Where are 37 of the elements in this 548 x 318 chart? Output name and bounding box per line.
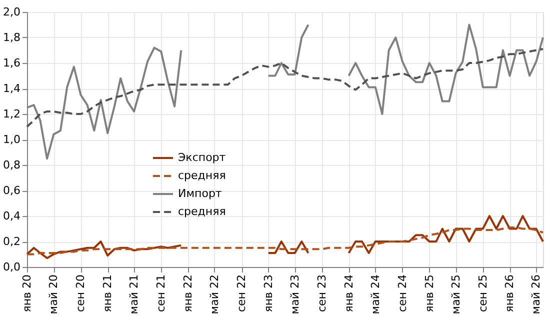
x-tick-label: янв 26 xyxy=(503,274,516,312)
x-tick-label: май 24 xyxy=(368,274,382,314)
x-tick-label: янв 20 xyxy=(20,274,34,312)
x-tick-label: сен 25 xyxy=(476,274,490,312)
x-tick-label: май 25 xyxy=(449,274,462,314)
x-tick-label: сен 20 xyxy=(74,274,88,312)
legend-label: средняя xyxy=(178,169,226,182)
x-tick-label: янв 23 xyxy=(262,274,275,312)
x-tick-label: май 23 xyxy=(288,274,302,314)
y-tick-label: 1,2 xyxy=(3,108,20,120)
y-tick-label: 0,6 xyxy=(3,184,20,197)
x-tick-label: янв 25 xyxy=(422,274,436,312)
y-tick-label: 1,4 xyxy=(3,82,20,95)
line-series xyxy=(26,48,544,128)
y-tick-label: 1,6 xyxy=(3,56,20,70)
y-tick-label: 0,2 xyxy=(3,235,20,248)
legend-label: Экспорт xyxy=(178,151,226,164)
y-tick-label: 0,0 xyxy=(3,260,20,274)
x-tick-label: сен 24 xyxy=(396,274,409,312)
x-tick-label: сен 23 xyxy=(315,274,328,312)
x-tick-label: сен 22 xyxy=(235,274,248,312)
y-tick-label: 0,4 xyxy=(3,210,20,222)
x-tick-label: май 21 xyxy=(128,274,141,314)
x-tick-label: сен 21 xyxy=(154,274,168,312)
x-tick-label: янв 21 xyxy=(101,274,114,312)
line-series xyxy=(26,226,544,256)
legend-label: средняя xyxy=(178,205,226,218)
x-tick-label: май 22 xyxy=(208,274,221,314)
x-tick-label: май 20 xyxy=(47,274,60,314)
x-tick-label: янв 24 xyxy=(342,274,356,312)
x-tick-label: май 26 xyxy=(530,274,543,314)
legend-label: Импорт xyxy=(178,187,222,200)
y-tick-label: 1,8 xyxy=(3,31,20,44)
x-tick-label: янв 22 xyxy=(181,274,194,312)
y-tick-label: 1,0 xyxy=(3,133,20,146)
y-tick-label: 0,8 xyxy=(3,158,20,172)
y-tick-label: 2,0 xyxy=(3,6,20,18)
